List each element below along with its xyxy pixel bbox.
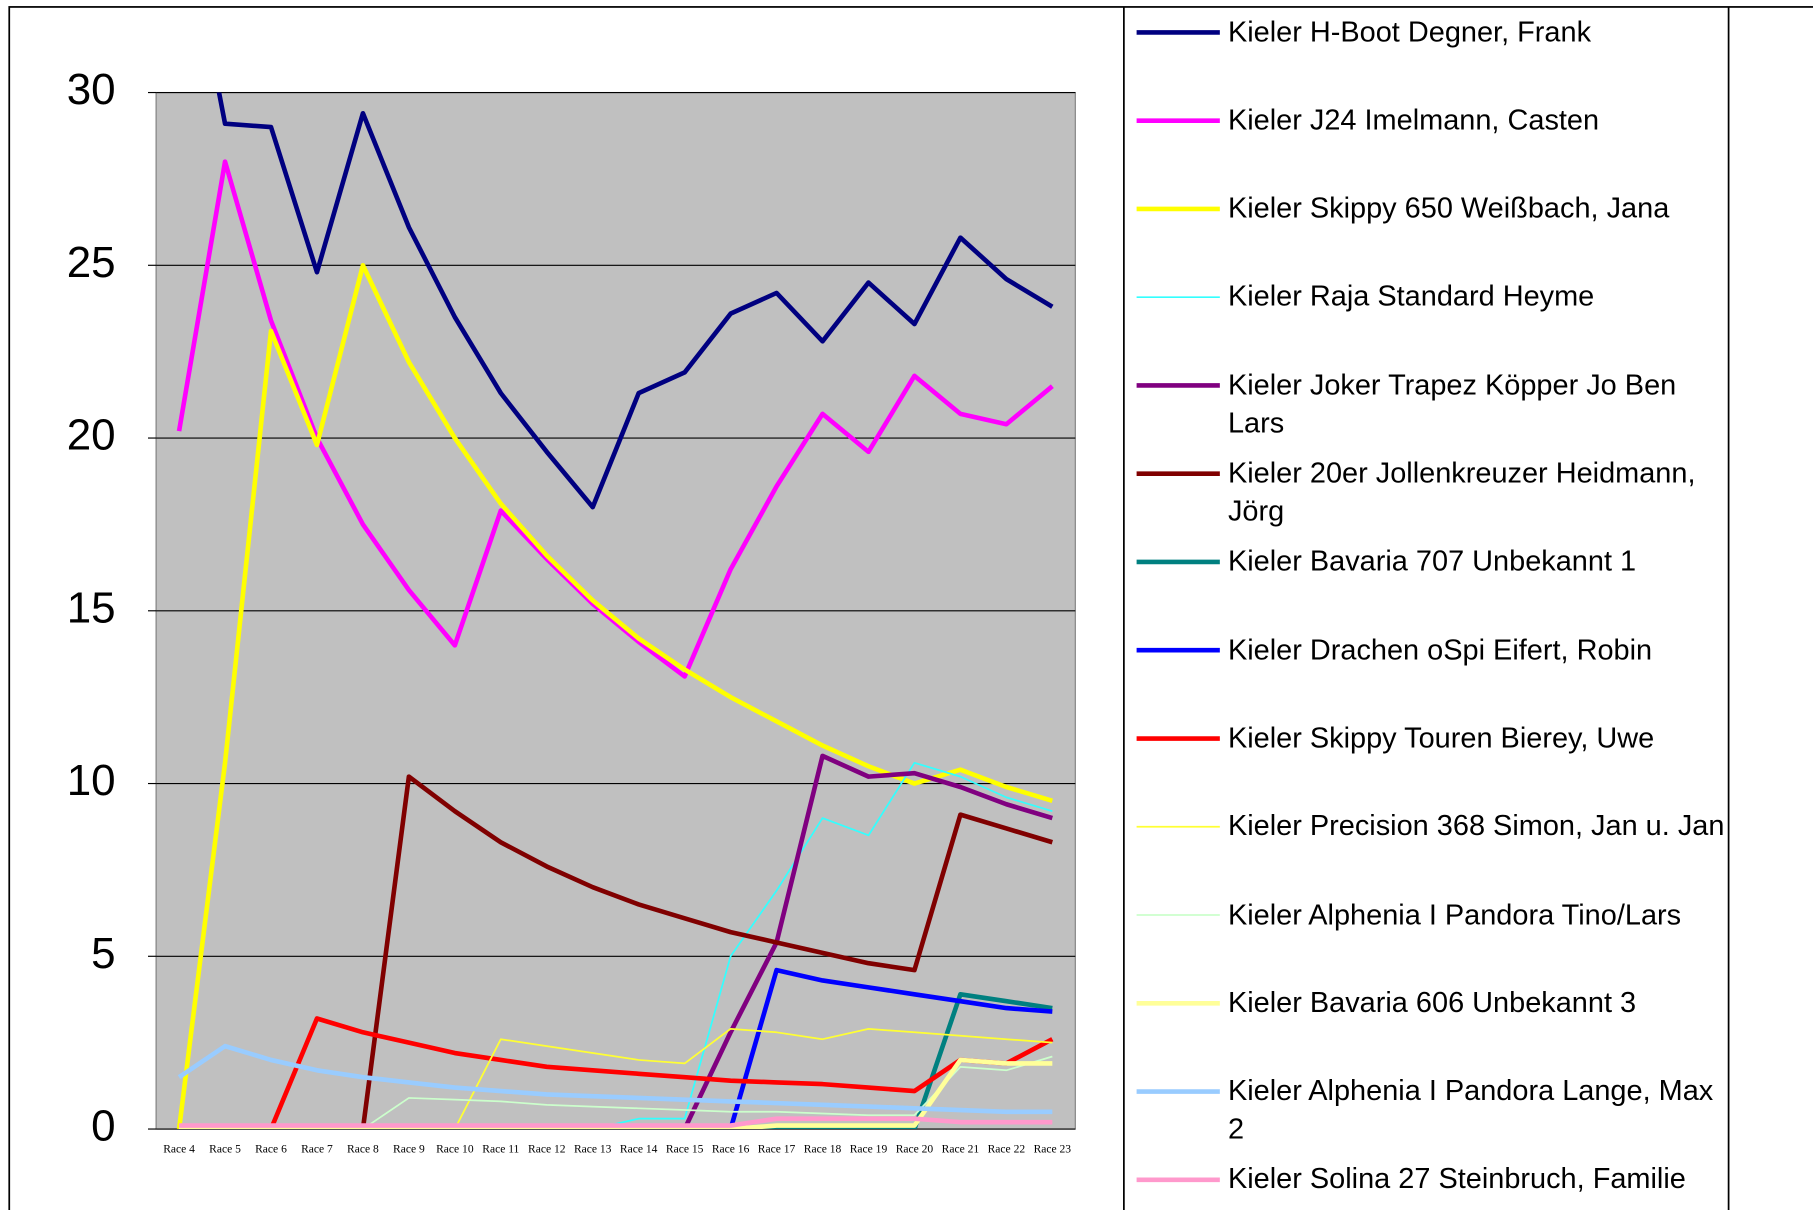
x-tick-label: Race 9 (393, 1143, 425, 1156)
y-tick-label: 5 (91, 929, 115, 978)
x-tick-label: Race 6 (255, 1143, 287, 1156)
legend-label: Kieler Drachen oSpi Eifert, Robin (1227, 633, 1653, 666)
series-line (179, 967, 1053, 1130)
series-line (177, 1043, 1053, 1115)
x-tick-label: Race 17 (758, 1143, 796, 1156)
legend-label: Kieler Skippy 650 Weißbach, Jana (1227, 192, 1670, 225)
x-tick-label: Race 7 (301, 1143, 333, 1156)
x-tick-label: Race 22 (988, 1143, 1026, 1156)
series-line (179, 1055, 1053, 1130)
legend-label: Kieler Skippy Touren Bierey, Uwe (1227, 721, 1655, 755)
legend-label: Kieler Solina 27 Steinbruch, Familie (1227, 1163, 1686, 1196)
x-tick-label: Race 19 (850, 1143, 888, 1156)
series-line (179, 1057, 1053, 1130)
x-tick-label: Race 15 (666, 1143, 704, 1156)
series-line (176, 159, 1054, 679)
x-tick-label: Race 14 (620, 1143, 658, 1156)
x-tick-label: Race 16 (712, 1143, 750, 1156)
y-tick-label: 30 (67, 65, 116, 114)
series-line (179, 774, 1053, 1130)
frame (8, 6, 1813, 1210)
series-line (179, 1116, 1053, 1128)
y-tick-label: 20 (67, 411, 116, 460)
y-tick-label: 10 (67, 756, 116, 805)
x-tick-label: Race 12 (528, 1143, 566, 1156)
y-tick-label: 25 (67, 238, 116, 287)
legend-label: Kieler Alphenia I Pandora Lange, Max 2 (1227, 1074, 1714, 1146)
series-line (176, 262, 1053, 1130)
x-tick-label: Race 21 (942, 1143, 980, 1156)
x-tick-label: Race 10 (436, 1143, 474, 1156)
y-tick-label: 0 (91, 1102, 115, 1151)
legend-label: Kieler Raja Standard Heyme (1227, 280, 1595, 313)
legend-label: Kieler Bavaria 606 Unbekannt 3 (1227, 986, 1637, 1019)
x-tick-label: Race 4 (163, 1143, 195, 1156)
x-tick-label: Race 20 (896, 1143, 934, 1156)
x-tick-label: Race 23 (1034, 1143, 1072, 1156)
x-tick-label: Race 5 (209, 1143, 241, 1156)
legend-label: Kieler J24 Imelmann, Casten (1227, 103, 1600, 137)
legend-label: Kieler Precision 368 Simon, Jan u. Jan (1227, 809, 1725, 843)
legend-label: Kieler Bavaria 707 Unbekannt 1 (1227, 545, 1637, 578)
series-line (179, 1016, 1054, 1130)
legend-label: Kieler Alphenia I Pandora Tino/Lars (1227, 898, 1682, 931)
x-tick-label: Race 18 (804, 1143, 842, 1156)
series-line (179, 753, 1053, 1130)
x-tick-label: Race 8 (347, 1143, 379, 1156)
x-tick-label: Race 13 (574, 1143, 612, 1156)
legend-label: Kieler H-Boot Degner, Frank (1227, 15, 1592, 49)
y-tick-label: 15 (67, 583, 116, 632)
series-line (179, 1027, 1053, 1130)
series-line (216, 92, 1054, 510)
legend-label: Kieler 20er Jollenkreuzer Heidmann, Jörg (1227, 456, 1696, 528)
legend-label: Kieler Joker Trapez Köpper Jo Ben Lars (1227, 368, 1677, 440)
x-tick-label: Race 11 (482, 1143, 519, 1156)
